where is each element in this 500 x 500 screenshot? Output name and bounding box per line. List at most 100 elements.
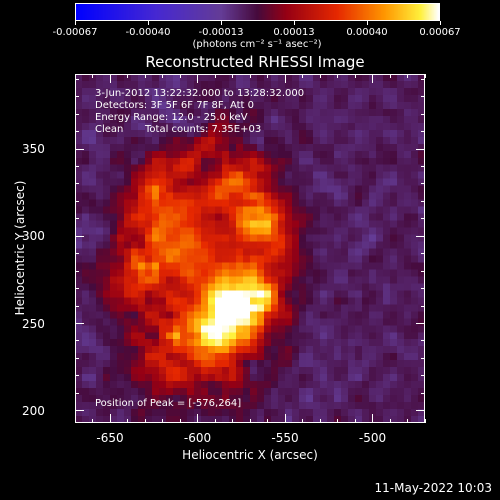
axis-tick: [284, 414, 286, 423]
axis-tick: [421, 78, 425, 80]
axis-tick: [75, 410, 79, 412]
axis-tick: [127, 419, 128, 423]
colorbar-tick: [366, 21, 368, 25]
axis-tick: [92, 419, 93, 423]
axis-tick: [337, 419, 338, 423]
axis-tick: [197, 419, 198, 423]
axis-tick: [75, 305, 79, 307]
axis-tick: [372, 419, 373, 423]
axis-tick: [75, 200, 79, 202]
x-tick-label: -500: [358, 431, 387, 445]
axis-tick: [75, 235, 84, 237]
axis-tick: [75, 218, 79, 220]
colorbar-tick: [147, 21, 149, 25]
detectors-label: Detectors: 3F 5F 6F 7F 8F, Att 0: [95, 100, 255, 111]
axis-tick: [421, 131, 425, 133]
axis-tick: [421, 323, 425, 325]
x-tick-label: -600: [183, 431, 212, 445]
axis-tick: [75, 96, 79, 98]
y-tick-label: 250: [22, 316, 45, 331]
axis-tick: [197, 414, 198, 423]
axis-tick: [354, 74, 356, 78]
axis-tick: [407, 419, 408, 423]
axis-tick: [421, 235, 425, 237]
axis-tick: [372, 74, 373, 78]
axis-tick: [416, 323, 425, 325]
colorbar-tick: [293, 21, 295, 25]
axis-tick: [421, 96, 425, 98]
axis-tick: [416, 148, 425, 150]
axis-tick: [75, 340, 79, 342]
axis-tick: [389, 74, 391, 78]
axis-tick: [179, 74, 181, 78]
colorbar-tick: [74, 21, 76, 25]
axis-tick: [109, 419, 111, 423]
axis-tick: [75, 165, 79, 167]
axis-tick: [109, 74, 111, 78]
axis-tick: [421, 357, 425, 359]
axis-tick: [92, 74, 93, 78]
axis-tick: [179, 419, 181, 423]
axis-tick: [144, 419, 146, 423]
axis-tick: [337, 74, 338, 78]
axis-tick: [197, 74, 198, 83]
axis-tick: [74, 419, 76, 423]
axis-tick: [144, 74, 146, 78]
y-tick-label: 350: [22, 142, 45, 157]
axis-tick: [421, 375, 425, 377]
axis-tick: [75, 131, 79, 133]
colorbar-tick: [220, 21, 222, 25]
axis-tick: [302, 74, 303, 78]
colorbar-tick: [439, 21, 441, 25]
axis-tick: [75, 113, 79, 115]
axis-tick: [75, 253, 79, 255]
colorbar: [75, 3, 440, 21]
axis-tick: [75, 392, 79, 394]
axis-tick: [421, 270, 425, 272]
total-counts-label: Total counts: 7.35E+03: [145, 124, 262, 135]
axis-tick: [354, 419, 356, 423]
peak-position-label: Position of Peak = [-576,264]: [95, 398, 242, 409]
chart-title: Reconstructed RHESSI Image: [145, 53, 365, 71]
axis-tick: [424, 419, 426, 423]
axis-tick: [416, 235, 425, 237]
x-tick-label: -650: [96, 431, 124, 445]
axis-tick: [319, 74, 321, 78]
axis-tick: [284, 419, 286, 423]
axis-tick: [302, 419, 303, 423]
axis-tick: [421, 148, 425, 150]
axis-tick: [162, 74, 163, 78]
axis-tick: [319, 419, 321, 423]
colorbar-tick-label: 0.00067: [419, 27, 461, 38]
colorbar-tick-label: 0.00013: [273, 27, 315, 38]
footer-date: 11-May-2022 10:03: [374, 481, 492, 495]
axis-tick: [109, 414, 111, 423]
colorbar-units-label: (photons cm⁻² s⁻¹ asec⁻²): [192, 39, 322, 50]
axis-tick: [267, 419, 268, 423]
x-axis-label: Heliocentric X (arcsec): [182, 448, 318, 462]
axis-tick: [421, 392, 425, 394]
axis-tick: [389, 419, 391, 423]
axis-tick: [75, 270, 79, 272]
colorbar-tick-label: -0.00013: [198, 27, 244, 38]
axis-tick: [75, 78, 79, 80]
axis-tick: [416, 410, 425, 412]
axis-tick: [421, 410, 425, 412]
axis-tick: [284, 74, 286, 78]
heatmap-image: [75, 74, 425, 423]
axis-tick: [284, 74, 286, 83]
axis-tick: [249, 74, 251, 78]
method-label: Clean: [95, 124, 124, 135]
axis-tick: [372, 414, 373, 423]
axis-tick: [74, 74, 76, 78]
axis-tick: [267, 74, 268, 78]
colorbar-tick-label: 0.00040: [346, 27, 388, 38]
axis-tick: [75, 288, 79, 290]
axis-tick: [197, 74, 198, 78]
colorbar-tick-label: -0.00040: [125, 27, 171, 38]
axis-tick: [421, 165, 425, 167]
axis-tick: [372, 74, 373, 83]
axis-tick: [421, 183, 425, 185]
axis-tick: [232, 74, 233, 78]
y-tick-label: 200: [22, 403, 45, 418]
